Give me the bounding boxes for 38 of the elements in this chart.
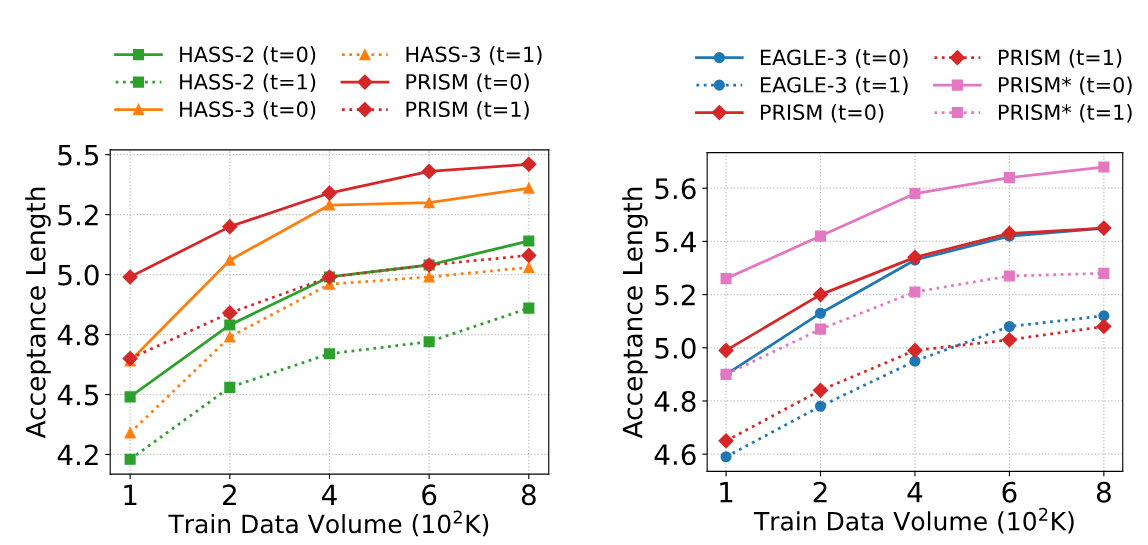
y-tick-label: 5.6 — [655, 178, 696, 200]
x-tick-label: 1 — [124, 484, 137, 505]
x-tick-label: 1 — [720, 482, 733, 503]
x-tick-label: 6 — [1002, 481, 1017, 503]
y-tick-label: 5.0 — [58, 264, 99, 286]
x-axis-title: Train Data Volume (10$^{2}$K) — [168, 510, 489, 537]
y-tick-label: 5.4 — [655, 231, 696, 253]
y-axis-title: Acceptance Length — [25, 187, 51, 439]
legend-label: PRISM (t=1) — [998, 49, 1122, 68]
x-tick-label: 4 — [322, 484, 337, 505]
y-tick-label: 4.8 — [654, 390, 696, 412]
x-tick-label: 8 — [1096, 481, 1111, 503]
legend-label: PRISM (t=0) — [760, 104, 884, 123]
y-tick-label: 5.5 — [58, 144, 99, 166]
y-axis-title: Acceptance Length — [622, 187, 648, 439]
legend-label: EAGLE-3 (t=1) — [760, 76, 908, 96]
x-axis-title: Train Data Volume (10$^{2}$K) — [753, 507, 1074, 534]
legend-label: HASS-3 (t=0) — [180, 101, 316, 120]
legend-label: HASS-2 (t=1) — [180, 73, 316, 93]
y-tick-label: 4.2 — [57, 444, 98, 466]
legend-label: HASS-3 (t=1) — [406, 46, 542, 65]
y-tick-label: 5.0 — [655, 337, 696, 359]
x-tick-label: 2 — [813, 481, 827, 503]
y-tick-label: 4.6 — [654, 444, 696, 466]
x-tick-label: 8 — [521, 484, 536, 506]
x-tick-label: 6 — [422, 484, 437, 506]
legend-label: HASS-2 (t=0) — [180, 46, 316, 65]
y-tick-label: 5.2 — [655, 284, 695, 306]
legend-label: PRISM* (t=0) — [998, 76, 1132, 96]
legend-label: PRISM* (t=1) — [998, 104, 1132, 123]
y-tick-label: 4.8 — [57, 324, 99, 346]
y-tick-label: 5.2 — [58, 204, 98, 226]
x-tick-label: 4 — [907, 482, 923, 503]
legend-label: EAGLE-3 (t=0) — [760, 49, 908, 68]
legend-label: PRISM (t=1) — [406, 101, 529, 120]
x-tick-label: 2 — [223, 484, 236, 505]
legend-label: PRISM (t=0) — [406, 73, 529, 93]
y-tick-label: 4.5 — [57, 384, 99, 406]
